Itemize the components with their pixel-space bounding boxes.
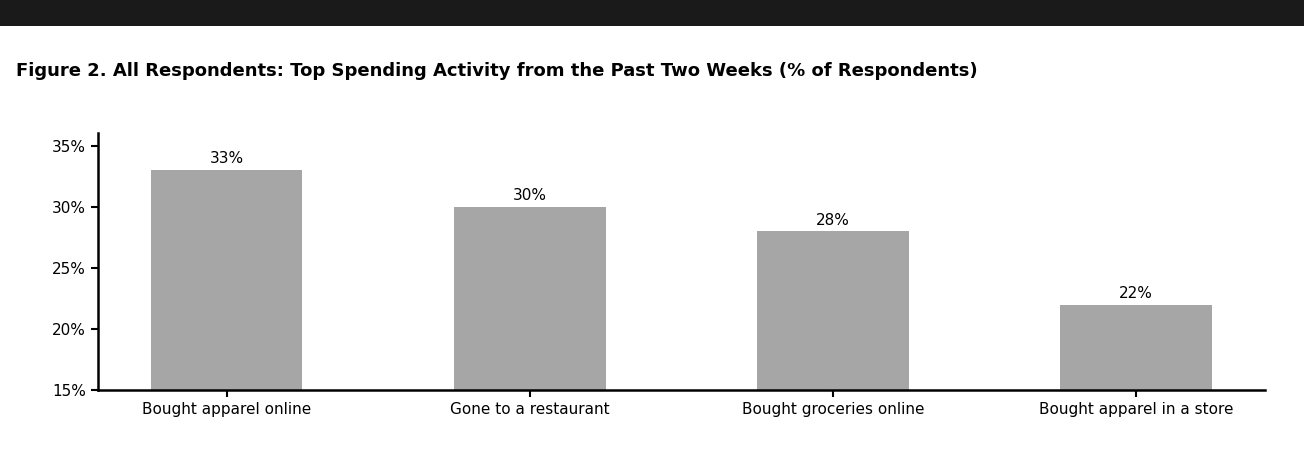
- Text: 33%: 33%: [210, 151, 244, 166]
- Bar: [1060, 305, 1211, 390]
- Text: Figure 2. All Respondents: Top Spending Activity from the Past Two Weeks (% of R: Figure 2. All Respondents: Top Spending …: [16, 62, 977, 80]
- Bar: [454, 207, 605, 390]
- Bar: [758, 231, 909, 390]
- Bar: [151, 170, 303, 390]
- Text: 30%: 30%: [512, 188, 546, 203]
- Text: 28%: 28%: [816, 212, 850, 228]
- Text: 22%: 22%: [1119, 286, 1153, 301]
